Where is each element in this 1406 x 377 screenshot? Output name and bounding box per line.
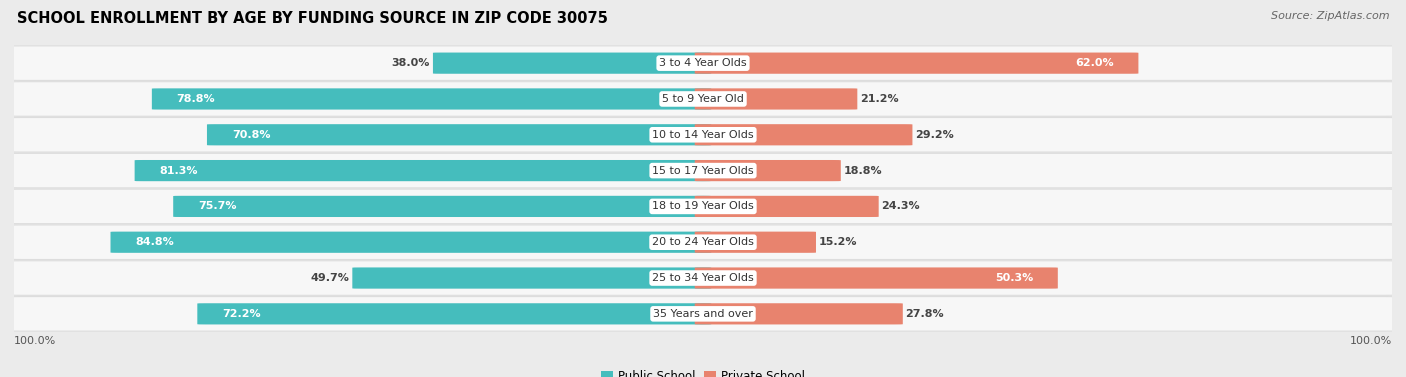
FancyBboxPatch shape [433,52,711,74]
Text: 78.8%: 78.8% [177,94,215,104]
Text: 29.2%: 29.2% [915,130,953,140]
FancyBboxPatch shape [4,261,1402,295]
Text: 62.0%: 62.0% [1076,58,1114,68]
Text: Source: ZipAtlas.com: Source: ZipAtlas.com [1271,11,1389,21]
FancyBboxPatch shape [4,118,1402,152]
Text: SCHOOL ENROLLMENT BY AGE BY FUNDING SOURCE IN ZIP CODE 30075: SCHOOL ENROLLMENT BY AGE BY FUNDING SOUR… [17,11,607,26]
Text: 100.0%: 100.0% [1350,336,1392,346]
FancyBboxPatch shape [4,297,1402,331]
FancyBboxPatch shape [695,124,912,146]
Text: 75.7%: 75.7% [198,201,236,211]
Text: 5 to 9 Year Old: 5 to 9 Year Old [662,94,744,104]
FancyBboxPatch shape [695,160,841,181]
Text: 38.0%: 38.0% [392,58,430,68]
FancyBboxPatch shape [4,189,1402,224]
Legend: Public School, Private School: Public School, Private School [600,370,806,377]
Text: 49.7%: 49.7% [311,273,350,283]
Text: 24.3%: 24.3% [882,201,920,211]
FancyBboxPatch shape [4,153,1402,188]
FancyBboxPatch shape [173,196,711,217]
FancyBboxPatch shape [135,160,711,181]
FancyBboxPatch shape [111,231,711,253]
Text: 81.3%: 81.3% [159,166,198,176]
Text: 35 Years and over: 35 Years and over [652,309,754,319]
Text: 3 to 4 Year Olds: 3 to 4 Year Olds [659,58,747,68]
Text: 84.8%: 84.8% [135,237,174,247]
FancyBboxPatch shape [695,52,1139,74]
Text: 25 to 34 Year Olds: 25 to 34 Year Olds [652,273,754,283]
Text: 20 to 24 Year Olds: 20 to 24 Year Olds [652,237,754,247]
FancyBboxPatch shape [695,231,815,253]
FancyBboxPatch shape [4,82,1402,116]
Text: 15.2%: 15.2% [818,237,858,247]
FancyBboxPatch shape [695,267,1057,289]
FancyBboxPatch shape [695,196,879,217]
Text: 15 to 17 Year Olds: 15 to 17 Year Olds [652,166,754,176]
FancyBboxPatch shape [353,267,711,289]
Text: 50.3%: 50.3% [995,273,1033,283]
FancyBboxPatch shape [695,303,903,325]
FancyBboxPatch shape [152,88,711,110]
Text: 21.2%: 21.2% [860,94,898,104]
Text: 72.2%: 72.2% [222,309,260,319]
Text: 18.8%: 18.8% [844,166,882,176]
Text: 18 to 19 Year Olds: 18 to 19 Year Olds [652,201,754,211]
FancyBboxPatch shape [207,124,711,146]
FancyBboxPatch shape [4,225,1402,259]
Text: 70.8%: 70.8% [232,130,270,140]
Text: 100.0%: 100.0% [14,336,56,346]
Text: 27.8%: 27.8% [905,309,945,319]
FancyBboxPatch shape [197,303,711,325]
Text: 10 to 14 Year Olds: 10 to 14 Year Olds [652,130,754,140]
FancyBboxPatch shape [695,88,858,110]
FancyBboxPatch shape [4,46,1402,80]
